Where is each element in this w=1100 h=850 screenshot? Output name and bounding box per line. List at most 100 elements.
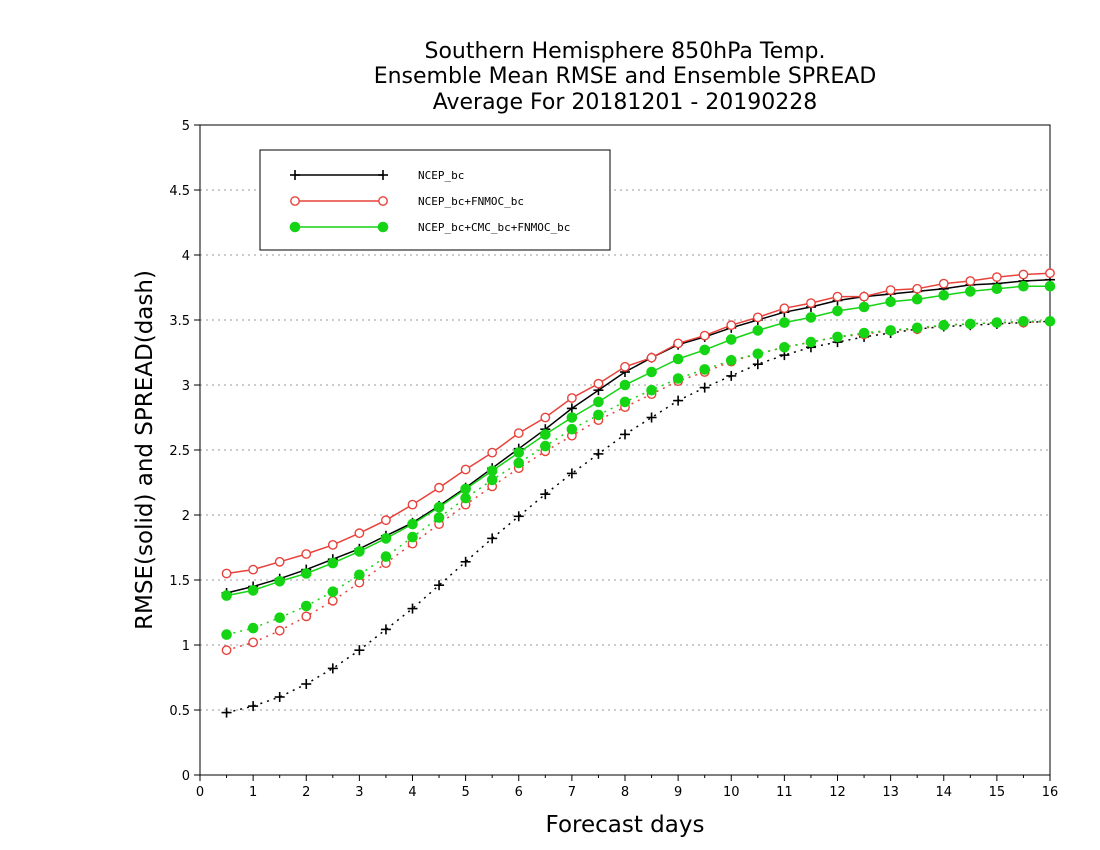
legend-marker-1-end	[378, 196, 388, 206]
x-tick-label: 4	[408, 785, 416, 800]
x-tick-label: 13	[882, 785, 899, 800]
x-tick-label: 8	[621, 785, 629, 800]
x-tick-label: 6	[515, 785, 523, 800]
x-tick-label: 15	[989, 785, 1006, 800]
series-2-rmse-point	[779, 317, 790, 328]
series-2-spread-point	[593, 409, 604, 421]
series-1-rmse-point	[752, 312, 763, 323]
series-1-rmse-point	[991, 272, 1002, 282]
legend-box	[259, 149, 611, 251]
series-2-spread-point	[513, 457, 525, 469]
series-2-rmse-point	[513, 447, 525, 458]
legend-marker-1-start	[290, 196, 300, 206]
series-2-rmse-point	[566, 412, 578, 423]
series-2-rmse-point	[619, 379, 631, 391]
series-2-spread-point	[1044, 316, 1056, 327]
series-1-rmse-point	[593, 378, 604, 389]
series-2-rmse-point	[646, 366, 657, 378]
series-1-rmse-point	[487, 447, 498, 458]
series-2-spread-point	[274, 612, 285, 624]
series-0-spread-point	[646, 412, 657, 423]
series-2-spread-point	[832, 331, 843, 343]
series-1-spread-point	[221, 645, 232, 656]
y-tick-label: 0	[182, 769, 190, 784]
series-2-rmse-point	[805, 312, 817, 323]
title-line-2: Ensemble Mean RMSE and Ensemble SPREAD	[374, 64, 877, 89]
series-0-spread-point	[726, 370, 737, 381]
series-0-spread-point	[487, 533, 498, 544]
series-2-spread-point	[1018, 316, 1029, 327]
series-2-rmse-point	[1018, 280, 1029, 292]
series-1-rmse-point	[938, 278, 949, 289]
series-2-rmse-point	[247, 585, 259, 596]
series-2-spread-point	[991, 317, 1003, 328]
series-2-rmse-point	[991, 283, 1003, 295]
series-2-rmse-point	[327, 557, 339, 569]
series-2-spread-point	[486, 474, 498, 486]
x-tick-label: 3	[355, 785, 363, 800]
series-0-spread-point	[673, 395, 684, 406]
series-1-rmse-point	[221, 568, 232, 579]
legend: NCEP_bc NCEP_bc+FNMOC_bc NCEP_bc+CMC_bc+FN…	[259, 149, 611, 251]
x-tick-label: 11	[776, 785, 793, 800]
series-1-rmse-point	[407, 499, 418, 510]
series-2-spread-point	[805, 336, 817, 348]
series-1-rmse-point	[460, 464, 471, 475]
series-2-spread-point	[540, 440, 551, 452]
series-1-rmse-point	[1018, 269, 1029, 280]
series-layer	[221, 268, 1056, 718]
series-0-spread-point	[274, 692, 285, 702]
series-2-rmse-point	[540, 429, 551, 440]
series-2-spread-point	[938, 319, 950, 331]
series-0-spread-line	[226, 320, 1051, 714]
series-2-spread-point	[699, 364, 710, 375]
series-2-spread-point	[725, 355, 737, 366]
legend-marker-2-end	[377, 221, 389, 233]
series-2-spread-point	[300, 600, 312, 612]
series-2-rmse-point	[725, 334, 737, 345]
series-1-rmse-point	[885, 285, 896, 295]
y-tick-label: 5	[182, 119, 190, 134]
y-tick-label: 4.5	[169, 184, 190, 199]
series-1-rmse-point	[673, 338, 684, 349]
series-1-rmse-point	[832, 291, 843, 302]
series-0-spread-point	[593, 448, 604, 459]
series-2-spread-point	[460, 492, 471, 504]
series-2-rmse-point	[274, 576, 285, 587]
x-tick-label: 5	[461, 785, 469, 800]
series-2-rmse-point	[354, 546, 365, 557]
series-0-spread-point	[540, 489, 551, 500]
series-2-rmse-point	[858, 301, 870, 313]
series-2-spread-point	[779, 342, 790, 353]
series-1-spread-line	[226, 320, 1051, 651]
x-axis: 0 1 2 3 4 5 6 7 8 9 10 11 12 13 14 15 16	[196, 775, 1058, 800]
series-2-spread-point	[380, 551, 392, 562]
series-1-rmse-point	[381, 515, 391, 526]
series-1-rmse-point	[726, 320, 737, 331]
series-1-rmse-point	[327, 540, 338, 550]
series-0-spread-point	[752, 359, 763, 370]
x-tick-label: 0	[196, 785, 204, 800]
x-tick-label: 14	[935, 785, 952, 800]
x-tick-label: 16	[1042, 785, 1059, 800]
series-0-rmse-point	[566, 403, 577, 414]
series-2-spread-point	[752, 348, 764, 360]
series-2-spread-point	[672, 373, 684, 384]
series-2-rmse-point	[407, 518, 418, 530]
series-1-rmse-point	[513, 428, 524, 438]
legend-label-1: NCEP_bc+FNMOC_bc	[418, 195, 524, 208]
series-0	[221, 274, 1055, 718]
y-tick-label: 3	[182, 379, 190, 394]
series-1-rmse-point	[620, 361, 630, 372]
title-line-3: Average For 20181201 - 20190228	[433, 90, 818, 115]
series-1-rmse-point	[301, 549, 312, 559]
series-1-spread-point	[301, 611, 312, 622]
series-2-spread-point	[911, 322, 923, 334]
series-0-spread-point	[354, 645, 365, 656]
series-2-rmse-point	[486, 465, 498, 477]
series-2-spread-point	[327, 586, 339, 598]
series-2-rmse-point	[672, 353, 684, 365]
series-1-rmse-point	[566, 393, 577, 403]
series-2-spread-point	[566, 423, 578, 435]
